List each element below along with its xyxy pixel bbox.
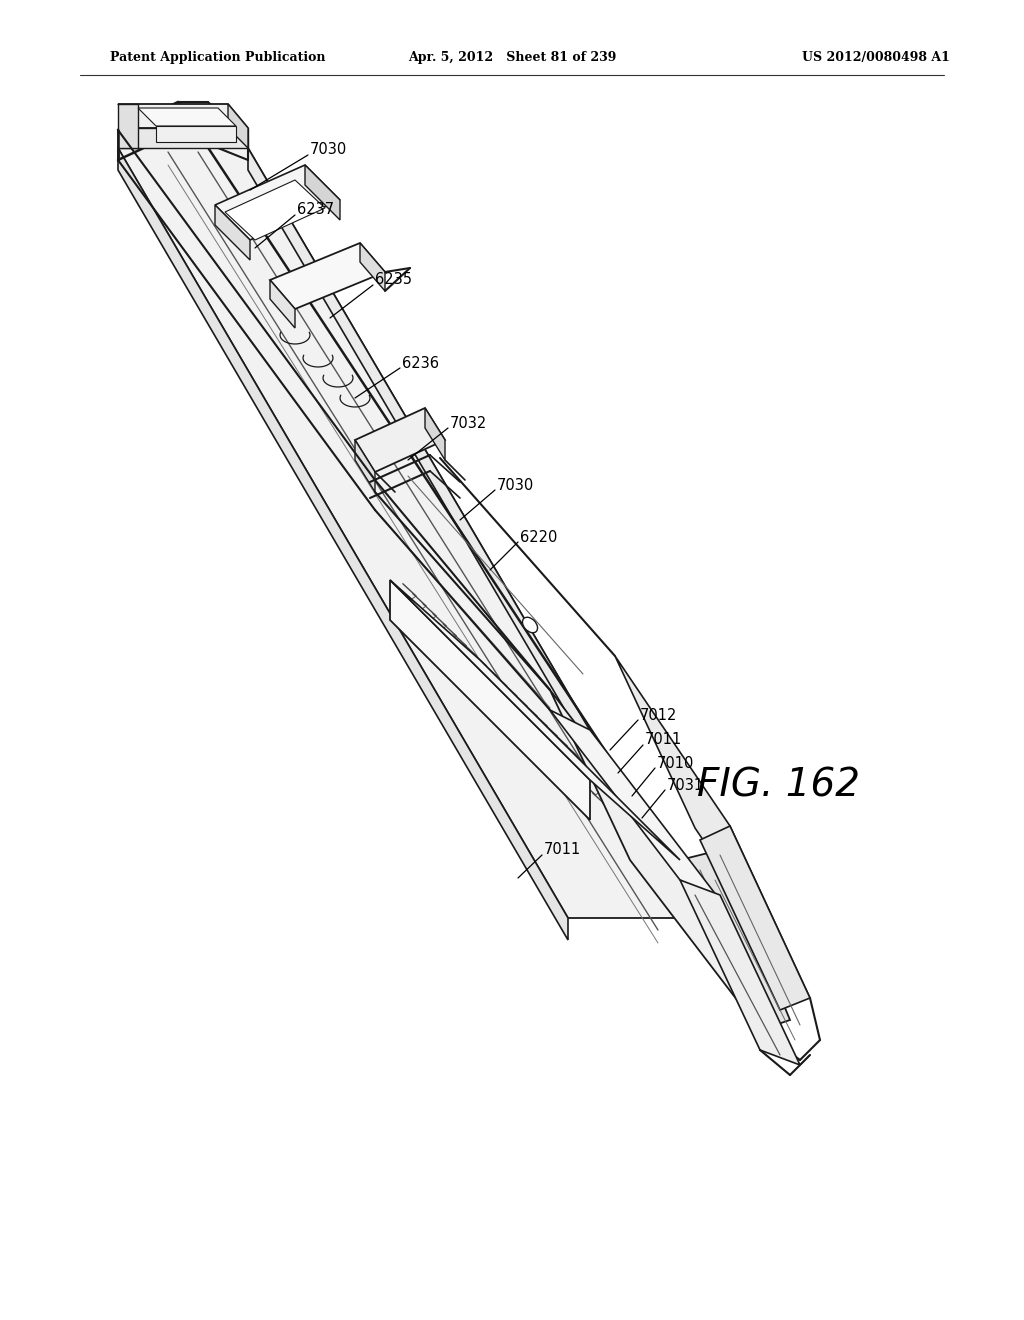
Text: 7030: 7030	[497, 478, 535, 492]
Polygon shape	[270, 243, 385, 309]
Polygon shape	[305, 165, 340, 220]
Text: 6220: 6220	[520, 529, 557, 544]
Polygon shape	[680, 880, 800, 1065]
Polygon shape	[138, 108, 236, 125]
Polygon shape	[225, 180, 325, 240]
Polygon shape	[118, 104, 248, 128]
Text: 6237: 6237	[297, 202, 334, 218]
Text: 7031: 7031	[667, 777, 705, 792]
Polygon shape	[355, 440, 375, 492]
Polygon shape	[215, 205, 250, 260]
Polygon shape	[118, 128, 248, 148]
Text: 7011: 7011	[645, 733, 682, 747]
Text: US 2012/0080498 A1: US 2012/0080498 A1	[802, 51, 950, 65]
Polygon shape	[390, 579, 590, 820]
Polygon shape	[390, 579, 680, 861]
Text: 6235: 6235	[375, 272, 412, 288]
Text: FIG. 162: FIG. 162	[696, 767, 860, 804]
Text: 7030: 7030	[310, 143, 347, 157]
Ellipse shape	[522, 618, 538, 632]
Polygon shape	[550, 710, 720, 900]
Polygon shape	[700, 826, 810, 1010]
Text: Patent Application Publication: Patent Application Publication	[110, 51, 326, 65]
Polygon shape	[550, 690, 760, 1030]
Polygon shape	[360, 243, 385, 290]
Polygon shape	[215, 165, 340, 240]
Text: 7011: 7011	[544, 842, 582, 858]
Polygon shape	[118, 104, 138, 148]
Polygon shape	[156, 125, 236, 143]
Polygon shape	[118, 148, 568, 940]
Text: Apr. 5, 2012   Sheet 81 of 239: Apr. 5, 2012 Sheet 81 of 239	[408, 51, 616, 65]
Polygon shape	[425, 408, 445, 459]
Polygon shape	[270, 280, 295, 327]
Text: 7010: 7010	[657, 755, 694, 771]
Polygon shape	[118, 148, 700, 917]
Polygon shape	[228, 104, 248, 148]
Text: 6236: 6236	[402, 355, 439, 371]
Polygon shape	[615, 656, 810, 998]
Polygon shape	[248, 148, 700, 940]
Polygon shape	[355, 408, 445, 473]
Text: 7032: 7032	[450, 416, 487, 430]
Text: 7012: 7012	[640, 708, 677, 722]
Polygon shape	[680, 850, 790, 1030]
